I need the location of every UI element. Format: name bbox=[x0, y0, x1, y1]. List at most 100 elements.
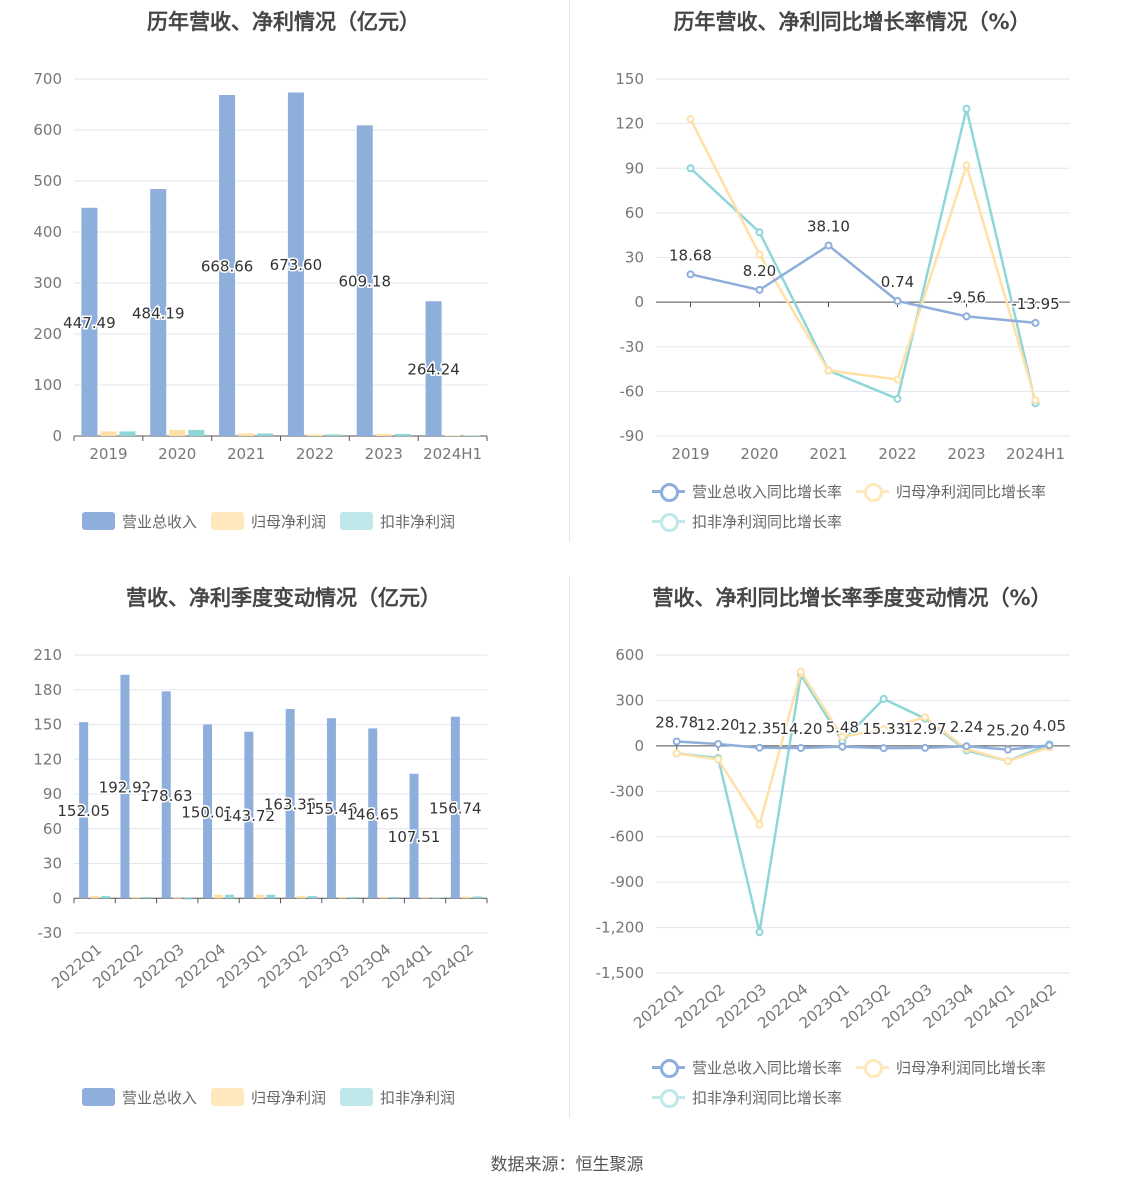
y-tick-label: 30 bbox=[43, 855, 62, 873]
legend-label: 营业总收入 bbox=[122, 1088, 198, 1107]
legend-label: 扣非净利润同比增长率 bbox=[692, 512, 843, 531]
chart-title: 营收、净利季度变动情况（亿元） bbox=[126, 586, 441, 610]
data-point bbox=[714, 755, 723, 764]
y-tick-label: 150 bbox=[33, 716, 62, 734]
y-tick-label: 600 bbox=[615, 646, 644, 664]
bar bbox=[450, 716, 460, 899]
legend-swatch bbox=[340, 512, 374, 530]
quarterly-bar-chart: -3003060901201501802102022Q12022Q22022Q3… bbox=[33, 646, 488, 992]
legend-parent-profit-growth[interactable]: 归母净利润同比增长率 bbox=[856, 479, 1046, 503]
data-label: 4.05 bbox=[1033, 717, 1066, 735]
bar bbox=[90, 895, 100, 899]
bar bbox=[356, 125, 373, 436]
legend-deducted-profit[interactable]: 扣非净利润 bbox=[340, 1085, 455, 1109]
bar bbox=[79, 722, 89, 899]
panel-divider bbox=[569, 576, 570, 1118]
data-point bbox=[893, 394, 902, 403]
bar bbox=[296, 895, 306, 899]
bar bbox=[444, 435, 461, 436]
bar bbox=[420, 897, 430, 899]
bar bbox=[472, 896, 482, 899]
legend-parent-profit[interactable]: 归母净利润 bbox=[211, 509, 326, 533]
data-point bbox=[796, 667, 805, 676]
data-point bbox=[824, 366, 833, 375]
legend-swatch bbox=[856, 482, 890, 502]
x-tick-label: 2019 bbox=[671, 445, 709, 463]
data-label: 15.33 bbox=[862, 720, 905, 738]
bar bbox=[307, 895, 317, 899]
y-tick-label: -600 bbox=[610, 828, 644, 846]
annual-bar-chart: 0 100 200 300 400 500 600 700 2019 2020 2021 2022 20… bbox=[33, 70, 488, 463]
legend-revenue[interactable]: 营业总收入 bbox=[82, 509, 197, 533]
data-label: 150.01 bbox=[181, 803, 234, 821]
data-label: 178.63 bbox=[140, 787, 193, 805]
chart-legend: 营业总收入 归母净利润 扣非净利润 bbox=[82, 1085, 455, 1109]
bar bbox=[214, 894, 224, 899]
quarterly-growth-panel: 营收、净利同比增长率季度变动情况（%） -1,500 -1,200 -900 -600… bbox=[570, 576, 1134, 1136]
legend-deducted-profit-growth[interactable]: 扣非净利润同比增长率 bbox=[652, 509, 842, 533]
x-tick-label: 2020 bbox=[158, 445, 196, 463]
bar bbox=[131, 897, 141, 899]
data-point bbox=[755, 820, 764, 829]
data-label: 18.68 bbox=[669, 246, 712, 264]
bar bbox=[285, 709, 295, 899]
legend-parent-profit[interactable]: 归母净利润 bbox=[211, 1085, 326, 1109]
bar bbox=[244, 731, 254, 899]
x-tick-label: 2020 bbox=[740, 445, 778, 463]
y-tick-label: 180 bbox=[33, 681, 62, 699]
y-tick-label: -900 bbox=[610, 873, 644, 891]
x-tick-label: 2022 bbox=[878, 445, 916, 463]
bar bbox=[348, 897, 358, 899]
bar bbox=[326, 718, 336, 899]
data-point bbox=[921, 743, 930, 752]
legend-deducted-profit[interactable]: 扣非净利润 bbox=[340, 509, 455, 533]
bar bbox=[463, 435, 480, 436]
bar bbox=[461, 896, 471, 899]
legend-label: 归母净利润同比增长率 bbox=[896, 482, 1047, 501]
y-tick-label: -90 bbox=[620, 427, 645, 445]
legend-label: 营业总收入同比增长率 bbox=[692, 1058, 843, 1077]
bar bbox=[142, 897, 152, 899]
data-point bbox=[921, 713, 930, 722]
y-tick-label: 500 bbox=[33, 172, 62, 190]
data-point bbox=[879, 725, 888, 734]
legend-revenue-growth[interactable]: 营业总收入同比增长率 bbox=[652, 1055, 842, 1079]
bar bbox=[379, 897, 389, 899]
x-tick-label: 2021 bbox=[227, 445, 265, 463]
data-point bbox=[1003, 757, 1012, 765]
data-label: 192.92 bbox=[99, 779, 152, 797]
y-tick-label: 210 bbox=[33, 646, 62, 664]
bar bbox=[81, 207, 98, 436]
data-label: 14.20 bbox=[779, 720, 822, 738]
legend-revenue-growth[interactable]: 营业总收入同比增长率 bbox=[652, 479, 842, 503]
data-point bbox=[879, 694, 888, 703]
data-point bbox=[1031, 396, 1040, 405]
bar bbox=[325, 434, 342, 436]
annual-growth-line-chart: -90 -60 -30 0 30 60 90 120 150 2019 2020 2021 2022 20… bbox=[615, 70, 1070, 463]
legend-label: 营业总收入同比增长率 bbox=[692, 482, 843, 501]
y-tick-label: -30 bbox=[38, 924, 63, 942]
y-tick-label: -60 bbox=[620, 382, 645, 400]
legend-revenue[interactable]: 营业总收入 bbox=[82, 1085, 197, 1109]
y-tick-label: -300 bbox=[610, 782, 644, 800]
legend-swatch bbox=[652, 1058, 685, 1078]
legend-deducted-profit-growth[interactable]: 扣非净利润同比增长率 bbox=[652, 1085, 842, 1109]
data-label: 264.24 bbox=[407, 361, 460, 379]
chart-legend: 营业总收入同比增长率 归母净利润同比增长率 扣非净利润同比增长率 bbox=[652, 479, 1102, 533]
data-point bbox=[1003, 745, 1012, 754]
y-tick-label: 400 bbox=[33, 223, 62, 241]
legend-parent-profit-growth[interactable]: 归母净利润同比增长率 bbox=[856, 1055, 1046, 1079]
data-point bbox=[962, 161, 971, 170]
series-line bbox=[676, 671, 1050, 933]
data-label: 143.72 bbox=[223, 807, 276, 825]
y-tick-label: 120 bbox=[615, 115, 644, 133]
legend-swatch bbox=[652, 482, 685, 502]
data-point bbox=[714, 740, 723, 749]
data-label: -13.95 bbox=[1011, 295, 1059, 313]
y-tick-label: 0 bbox=[52, 427, 62, 445]
data-point bbox=[755, 250, 764, 259]
bar bbox=[257, 433, 274, 436]
data-point bbox=[755, 928, 764, 937]
x-tick-label: 2021 bbox=[809, 445, 847, 463]
y-tick-label: -30 bbox=[620, 338, 645, 356]
